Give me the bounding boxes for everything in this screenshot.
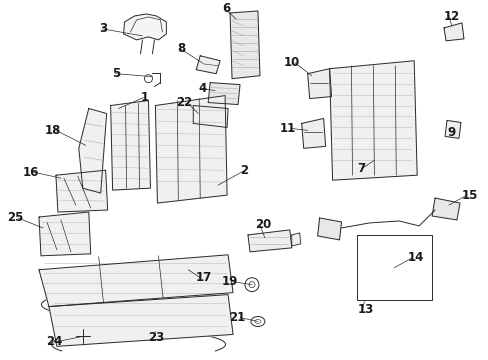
- Polygon shape: [49, 294, 233, 346]
- Polygon shape: [229, 11, 260, 78]
- Polygon shape: [247, 230, 291, 252]
- Polygon shape: [196, 56, 220, 74]
- Polygon shape: [317, 218, 341, 240]
- Polygon shape: [39, 255, 233, 307]
- Polygon shape: [123, 14, 166, 40]
- Text: 10: 10: [283, 56, 299, 69]
- Polygon shape: [39, 212, 91, 256]
- Text: 25: 25: [7, 211, 23, 225]
- Text: 11: 11: [279, 122, 295, 135]
- Polygon shape: [431, 198, 459, 220]
- Text: 6: 6: [222, 3, 229, 15]
- Text: 5: 5: [112, 67, 121, 80]
- Polygon shape: [79, 108, 106, 193]
- Text: 19: 19: [221, 275, 238, 288]
- Text: 21: 21: [228, 311, 244, 324]
- Text: 12: 12: [443, 10, 459, 23]
- Text: 4: 4: [199, 82, 207, 95]
- Text: 22: 22: [176, 96, 192, 109]
- Polygon shape: [110, 100, 150, 190]
- Polygon shape: [291, 233, 300, 246]
- Polygon shape: [155, 95, 226, 203]
- Text: 15: 15: [461, 189, 477, 202]
- Polygon shape: [56, 170, 107, 212]
- Polygon shape: [444, 121, 460, 138]
- Text: 2: 2: [240, 164, 247, 177]
- Text: 9: 9: [446, 126, 454, 139]
- Text: 13: 13: [357, 303, 373, 316]
- Text: 24: 24: [46, 335, 63, 348]
- Polygon shape: [307, 69, 331, 99]
- Text: 1: 1: [140, 91, 148, 104]
- Text: 3: 3: [100, 22, 107, 35]
- Polygon shape: [193, 105, 227, 127]
- Polygon shape: [443, 23, 463, 41]
- Polygon shape: [208, 83, 240, 104]
- Text: 7: 7: [357, 162, 365, 175]
- Text: 16: 16: [22, 166, 39, 179]
- Text: 18: 18: [44, 124, 61, 137]
- Text: 20: 20: [254, 219, 271, 231]
- Text: 17: 17: [195, 271, 211, 284]
- Text: 8: 8: [177, 42, 185, 55]
- Circle shape: [76, 329, 90, 343]
- Polygon shape: [329, 61, 416, 180]
- Text: 14: 14: [407, 251, 423, 264]
- Polygon shape: [301, 118, 325, 148]
- Text: 23: 23: [148, 331, 164, 344]
